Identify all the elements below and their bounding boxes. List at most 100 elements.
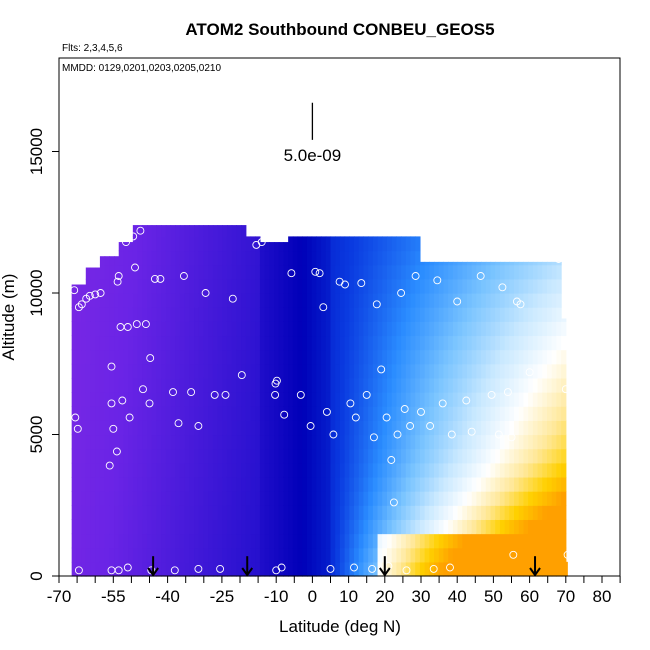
heatmap-cell — [311, 547, 317, 563]
heatmap-cell — [81, 448, 87, 464]
heatmap-cell — [118, 519, 125, 535]
heatmap-cell — [128, 264, 134, 280]
heatmap-cell — [288, 561, 294, 577]
heatmap-cell — [250, 321, 256, 337]
heatmap-cell — [85, 267, 92, 280]
heatmap-cell — [466, 448, 473, 464]
heatmap-cell — [151, 505, 157, 520]
heatmap-cell — [161, 293, 167, 308]
heatmap-cell — [236, 462, 242, 478]
heatmap-cell — [76, 448, 82, 464]
heatmap-cell — [358, 377, 365, 393]
heatmap-cell — [325, 406, 332, 421]
heatmap-cell — [546, 505, 553, 520]
heatmap-cell — [415, 505, 421, 520]
heatmap-cell — [128, 448, 134, 464]
heatmap-cell — [306, 321, 313, 337]
flight-marker — [114, 272, 123, 280]
heatmap-cell — [339, 392, 346, 407]
heatmap-cell — [198, 505, 205, 520]
heatmap-cell — [292, 307, 299, 322]
heatmap-cell — [90, 561, 96, 577]
heatmap-cell — [434, 335, 440, 351]
heatmap-cell — [278, 363, 285, 379]
heatmap-cell — [438, 547, 445, 563]
heatmap-cell — [396, 392, 402, 407]
heatmap-cell — [377, 462, 383, 478]
heatmap-cell — [156, 533, 162, 549]
heatmap-cell — [137, 420, 143, 436]
heatmap-cell — [85, 476, 92, 492]
heatmap-cell — [283, 242, 289, 252]
heatmap-cell — [396, 420, 402, 436]
heatmap-cell — [424, 491, 430, 506]
heatmap-cell — [382, 491, 388, 506]
heatmap-cell — [537, 448, 543, 464]
flight-marker — [346, 399, 355, 408]
heatmap-cell — [471, 561, 477, 577]
heatmap-cell — [274, 476, 280, 492]
heatmap-cell — [99, 547, 106, 563]
heatmap-cell — [311, 392, 317, 407]
heatmap-cell — [514, 261, 520, 266]
heatmap-cell — [212, 363, 219, 379]
heatmap-cell — [81, 462, 87, 478]
heatmap-cell — [528, 491, 534, 506]
heatmap-cell — [76, 476, 82, 492]
heatmap-cell — [297, 434, 303, 450]
heatmap-cell — [443, 434, 449, 450]
heatmap-cell — [278, 335, 285, 351]
heatmap-cell — [123, 349, 129, 365]
heatmap-cell — [377, 363, 383, 379]
heatmap-cell — [226, 561, 233, 577]
heatmap-cell — [485, 434, 492, 450]
heatmap-cell — [212, 321, 219, 337]
flight-marker — [73, 424, 82, 433]
heatmap-cell — [132, 293, 139, 308]
heatmap-cell — [443, 547, 449, 563]
heatmap-cell — [339, 519, 346, 535]
heatmap-cell — [161, 505, 167, 520]
heatmap-cell — [306, 307, 313, 322]
heatmap-cell — [354, 278, 360, 294]
heatmap-cell — [316, 377, 322, 393]
heatmap-cell — [165, 420, 172, 436]
heatmap-cell — [410, 434, 416, 450]
heatmap-cell — [156, 462, 162, 478]
heatmap-cell — [443, 491, 449, 506]
heatmap-cell — [264, 377, 270, 393]
heatmap-cell — [495, 261, 501, 266]
heatmap-cell — [344, 293, 350, 308]
heatmap-cell — [344, 406, 350, 421]
heatmap-cell — [419, 307, 426, 322]
heatmap-cell — [523, 533, 529, 549]
heatmap-cell — [372, 519, 379, 535]
heatmap-cell — [306, 335, 313, 351]
heatmap-cell — [462, 264, 468, 280]
heatmap-cell — [245, 547, 252, 563]
heatmap-cell — [146, 236, 153, 252]
heatmap-cell — [542, 519, 548, 535]
heatmap-cell — [184, 225, 190, 237]
heatmap-cell — [71, 377, 77, 393]
heatmap-cell — [523, 547, 529, 563]
heatmap-cell — [344, 307, 350, 322]
heatmap-cell — [184, 236, 190, 252]
heatmap-cell — [316, 561, 322, 577]
heatmap-cell — [532, 476, 539, 492]
heatmap-cell — [189, 363, 195, 379]
heatmap-cell — [128, 547, 134, 563]
heatmap-cell — [514, 349, 520, 365]
heatmap-cell — [114, 561, 120, 577]
heatmap-cell — [137, 448, 143, 464]
heatmap-cell — [81, 547, 87, 563]
heatmap-cell — [476, 476, 482, 492]
heatmap-cell — [259, 307, 266, 322]
heatmap-cell — [335, 547, 341, 563]
flight-marker — [554, 255, 563, 263]
heatmap-cell — [297, 448, 303, 464]
heatmap-cell — [462, 377, 468, 393]
heatmap-cell — [410, 307, 416, 322]
heatmap-cell — [438, 519, 445, 535]
heatmap-cell — [95, 406, 101, 421]
